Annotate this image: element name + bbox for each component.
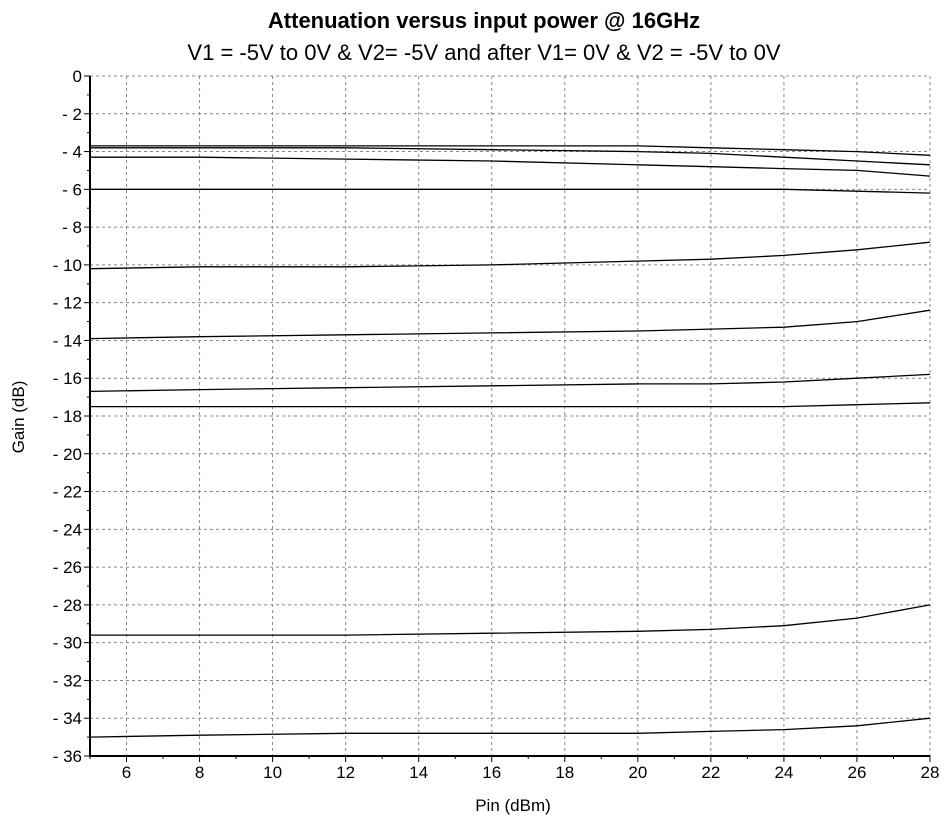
- x-tick-label: 26: [847, 763, 866, 782]
- x-tick-label: 12: [336, 763, 355, 782]
- y-tick-label: - 28: [53, 596, 82, 615]
- y-tick-label: - 18: [53, 407, 82, 426]
- y-tick-label: - 24: [53, 520, 82, 539]
- x-tick-label: 22: [701, 763, 720, 782]
- series-line: [90, 402, 931, 408]
- x-tick-label: 18: [555, 763, 574, 782]
- x-tick-label: 16: [482, 763, 501, 782]
- y-tick-label: - 26: [53, 558, 82, 577]
- y-axis-label: Gain (dB): [9, 381, 28, 454]
- y-tick-label: - 22: [53, 483, 82, 502]
- y-tick-label: - 4: [62, 143, 82, 162]
- chart-subtitle: V1 = -5V to 0V & V2= -5V and after V1= 0…: [187, 40, 780, 65]
- series-line: [90, 188, 931, 194]
- x-tick-label: 6: [122, 763, 131, 782]
- tick-labels: 6 8 10 12 14 16 18 20 22 24 26 28 0 - 2 - 4 - 6 - 8 - 10 -…: [53, 67, 940, 782]
- x-tick-label: 14: [409, 763, 428, 782]
- axes: [84, 75, 931, 762]
- y-tick-label: - 36: [53, 747, 82, 766]
- y-tick-label: - 30: [53, 634, 82, 653]
- series-line: [90, 145, 931, 156]
- series-line: [90, 147, 931, 166]
- x-tick-label: 10: [263, 763, 282, 782]
- y-tick-label: - 32: [53, 671, 82, 690]
- series-line: [89, 309, 931, 340]
- y-tick-label: - 20: [53, 445, 82, 464]
- chart-title: Attenuation versus input power @ 16GHz: [268, 8, 700, 33]
- series-group: [89, 145, 931, 738]
- series-line: [89, 241, 931, 270]
- y-tick-label: - 16: [53, 369, 82, 388]
- y-tick-label: 0: [73, 67, 82, 86]
- y-tick-label: - 10: [53, 256, 82, 275]
- series-line: [89, 717, 931, 738]
- x-tick-label: 8: [195, 763, 204, 782]
- x-tick-label: 20: [628, 763, 647, 782]
- x-axis-label: Pin (dBm): [475, 796, 551, 815]
- series-line: [90, 156, 931, 177]
- y-tick-label: - 8: [62, 218, 82, 237]
- y-tick-label: - 14: [53, 331, 82, 350]
- x-tick-label: 24: [774, 763, 793, 782]
- y-tick-label: - 6: [62, 180, 82, 199]
- series-line: [89, 373, 931, 393]
- y-tick-label: - 34: [53, 709, 82, 728]
- y-tick-label: - 2: [62, 105, 82, 124]
- y-tick-label: - 12: [53, 294, 82, 313]
- x-tick-label: 28: [921, 763, 940, 782]
- grid: [90, 75, 931, 757]
- series-line: [90, 604, 931, 636]
